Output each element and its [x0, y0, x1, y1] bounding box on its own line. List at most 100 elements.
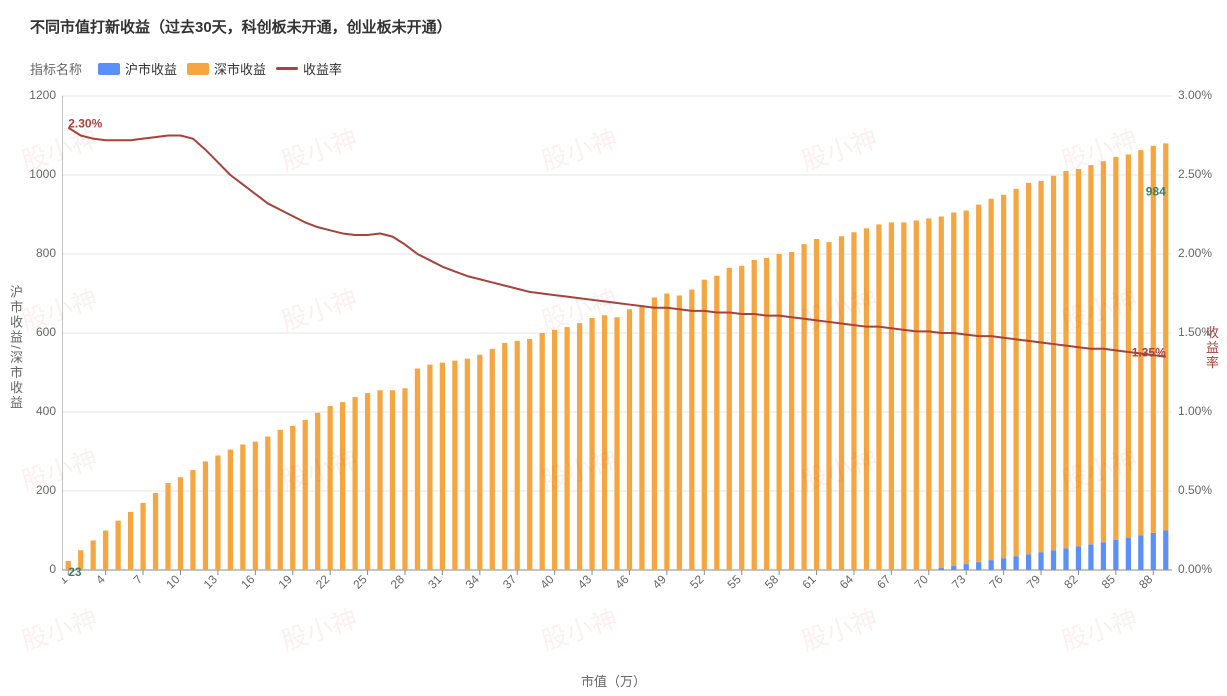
- bar-shanghai: [1063, 548, 1068, 570]
- bar-shenzhen: [926, 218, 931, 570]
- bar-shenzhen: [552, 330, 557, 570]
- x-tick: 64: [837, 572, 857, 592]
- legend-text-shanghai: 沪市收益: [125, 59, 177, 78]
- bar-shenzhen: [390, 390, 395, 570]
- bar-shenzhen: [814, 239, 819, 570]
- bar-shanghai: [1026, 554, 1031, 570]
- bar-shenzhen: [1151, 146, 1156, 533]
- y-left-tick: 400: [24, 404, 56, 418]
- bar-shenzhen: [502, 343, 507, 570]
- bar-shenzhen: [440, 363, 445, 570]
- bar-shenzhen: [352, 397, 357, 570]
- legend-swatch-shenzhen: [187, 63, 209, 75]
- bar-shenzhen: [365, 393, 370, 570]
- x-tick: 49: [650, 572, 670, 592]
- y-left-tick: 1000: [24, 167, 56, 181]
- bar-shenzhen: [689, 290, 694, 570]
- legend-item-shenzhen: 深市收益: [187, 59, 266, 78]
- x-tick: 70: [912, 572, 932, 592]
- x-tick: 16: [238, 572, 258, 592]
- x-tick: 25: [350, 572, 370, 592]
- bar-shenzhen: [527, 339, 532, 570]
- legend-item-rate: 收益率: [276, 59, 342, 78]
- annotation: 1.35%: [1132, 346, 1166, 360]
- bar-shenzhen: [664, 294, 669, 571]
- x-tick: 76: [986, 572, 1006, 592]
- bar-shenzhen: [964, 211, 969, 565]
- bar-shenzhen: [540, 333, 545, 570]
- bar-shanghai: [1113, 540, 1118, 570]
- x-tick: 43: [575, 572, 595, 592]
- bar-shenzhen: [951, 213, 956, 567]
- x-tick: 79: [1024, 572, 1044, 592]
- y-right-tick: 0.00%: [1178, 562, 1212, 576]
- bar-shenzhen: [639, 305, 644, 570]
- bar-shenzhen: [315, 413, 320, 570]
- x-tick: 28: [388, 572, 408, 592]
- bar-shenzhen: [240, 444, 245, 570]
- bar-shenzhen: [839, 236, 844, 570]
- x-tick: 88: [1136, 572, 1156, 592]
- y-left-tick: 600: [24, 325, 56, 339]
- x-tick: 40: [537, 572, 557, 592]
- bar-shenzhen: [702, 280, 707, 570]
- bar-shenzhen: [153, 493, 158, 570]
- bar-shenzhen: [1026, 183, 1031, 554]
- bar-shenzhen: [215, 455, 220, 570]
- y-right-tick: 2.00%: [1178, 246, 1212, 260]
- bar-shenzhen: [128, 512, 133, 570]
- bar-shanghai: [976, 562, 981, 570]
- bar-shenzhen: [1101, 161, 1106, 542]
- bar-shenzhen: [328, 406, 333, 570]
- bar-shenzhen: [1013, 189, 1018, 556]
- bar-shenzhen: [876, 224, 881, 570]
- bar-shenzhen: [178, 477, 183, 570]
- bar-shenzhen: [228, 450, 233, 570]
- bar-shenzhen: [627, 309, 632, 570]
- x-tick: 37: [500, 572, 520, 592]
- bar-shenzhen: [265, 436, 270, 570]
- bar-shenzhen: [1038, 181, 1043, 552]
- y-left-tick: 0: [24, 562, 56, 576]
- bar-shenzhen: [1051, 176, 1056, 550]
- legend: 指标名称 沪市收益 深市收益 收益率: [30, 59, 342, 78]
- bar-shenzhen: [764, 258, 769, 570]
- bar-shenzhen: [91, 540, 96, 570]
- bar-shenzhen: [826, 242, 831, 570]
- bar-shenzhen: [402, 388, 407, 570]
- bar-shenzhen: [752, 260, 757, 570]
- legend-item-shanghai: 沪市收益: [98, 59, 177, 78]
- x-tick: 13: [201, 572, 221, 592]
- legend-label: 指标名称: [30, 59, 82, 78]
- bar-shenzhen: [1126, 154, 1131, 537]
- legend-text-shenzhen: 深市收益: [214, 59, 266, 78]
- bar-shenzhen: [901, 222, 906, 570]
- bar-shenzhen: [564, 327, 569, 570]
- annotation: 2.30%: [68, 117, 102, 131]
- x-tick: 67: [874, 572, 894, 592]
- bar-shenzhen: [914, 220, 919, 570]
- bar-shenzhen: [864, 228, 869, 570]
- bar-shanghai: [1051, 550, 1056, 570]
- bar-shenzhen: [290, 426, 295, 570]
- bar-shenzhen: [465, 359, 470, 570]
- bar-shanghai: [951, 566, 956, 570]
- bar-shenzhen: [165, 483, 170, 570]
- bar-shenzhen: [889, 222, 894, 570]
- x-tick: 85: [1099, 572, 1119, 592]
- bar-shenzhen: [1063, 171, 1068, 548]
- bar-shenzhen: [1138, 150, 1143, 535]
- bar-shenzhen: [427, 365, 432, 570]
- bar-shanghai: [1101, 542, 1106, 570]
- x-tick: 82: [1061, 572, 1081, 592]
- y-right-tick: 1.50%: [1178, 325, 1212, 339]
- x-tick: 58: [762, 572, 782, 592]
- legend-text-rate: 收益率: [303, 59, 342, 78]
- bar-shenzhen: [340, 402, 345, 570]
- x-tick: 52: [687, 572, 707, 592]
- x-tick: 19: [276, 572, 296, 592]
- chart-plot-area: 1471013161922252831343740434649525558616…: [62, 88, 1172, 628]
- bar-shenzhen: [1088, 165, 1093, 544]
- bar-shanghai: [1076, 546, 1081, 570]
- bar-shanghai: [964, 564, 969, 570]
